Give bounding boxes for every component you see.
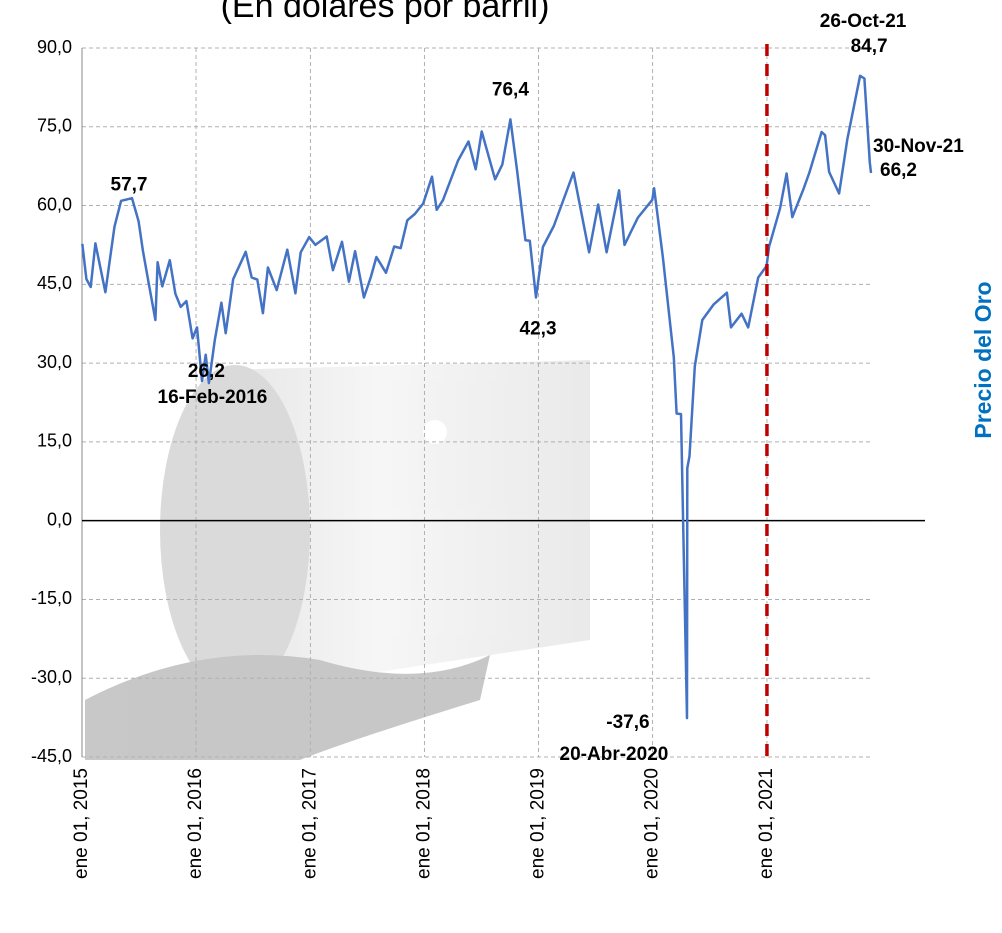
chart-title: (En dólares por barril) — [221, 0, 550, 25]
y-tick-label: 15,0 — [37, 431, 72, 451]
annotation-value: 57,7 — [111, 175, 148, 196]
axis-title: Precio del Oro — [970, 281, 996, 438]
x-tick-label: ene 01, 2019 — [528, 768, 549, 879]
x-tick-label: ene 01, 2015 — [71, 768, 92, 879]
y-tick-label: 30,0 — [37, 352, 72, 372]
y-tick-label: -45,0 — [31, 746, 72, 766]
x-tick-label: ene 01, 2016 — [185, 768, 206, 879]
annotation-value: 76,4 — [492, 79, 529, 100]
annotation-date: 16-Feb-2016 — [158, 387, 268, 408]
annotation-value: 26,2 — [188, 361, 225, 382]
x-tick-label: ene 01, 2018 — [413, 768, 434, 879]
y-tick-label: 45,0 — [37, 273, 72, 293]
x-tick-label: ene 01, 2020 — [642, 768, 663, 879]
annotation-date: 20-Abr-2020 — [560, 744, 669, 765]
y-tick-label: 75,0 — [37, 116, 72, 136]
annotation-value: 42,3 — [520, 319, 557, 340]
y-tick-label: -30,0 — [31, 667, 72, 687]
y-tick-label: 0,0 — [47, 509, 72, 529]
annotation-value: 66,2 — [880, 160, 917, 181]
y-tick-label: -15,0 — [31, 588, 72, 608]
annotation-value: 84,7 — [851, 36, 888, 57]
price-line — [81, 74, 873, 720]
y-tick-label: 60,0 — [37, 194, 72, 214]
annotation-date: 30-Nov-21 — [873, 136, 964, 157]
background-image — [85, 360, 590, 760]
annotation-value: -37,6 — [606, 712, 649, 733]
y-tick-label: 90,0 — [37, 37, 72, 57]
annotation-date: 26-Oct-21 — [820, 11, 907, 32]
x-tick-label: ene 01, 2017 — [299, 768, 320, 879]
x-tick-label: ene 01, 2021 — [756, 768, 777, 879]
